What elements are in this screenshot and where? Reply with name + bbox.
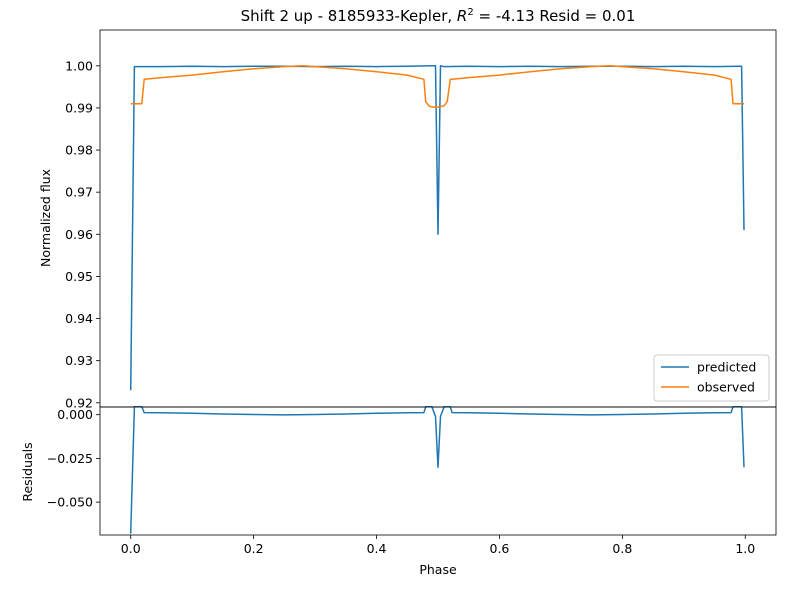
residuals-y-tick-label: −0.025	[47, 451, 93, 466]
chart-title-r: R	[457, 7, 467, 25]
legend-observed-label: observed	[697, 380, 755, 395]
x-tick-label: 0.4	[367, 541, 387, 556]
main-y-tick-label: 0.93	[65, 353, 93, 368]
x-tick-label: 0.2	[244, 541, 264, 556]
chart-title-r-exponent: 2	[467, 7, 473, 18]
main-y-tick-label: 0.97	[65, 185, 93, 200]
main-y-tick-label: 0.92	[65, 395, 93, 410]
residuals-y-tick-label: −0.050	[47, 495, 93, 510]
main-series-observed-line	[130, 65, 744, 108]
main-y-tick-label: 0.99	[65, 100, 93, 115]
x-axis-label: Phase	[419, 562, 457, 577]
main-y-tick-label: 0.96	[65, 227, 93, 242]
main-y-tick-label: 0.94	[65, 311, 93, 326]
x-tick-label: 0.6	[490, 541, 510, 556]
legend: predicted observed	[653, 354, 770, 402]
main-y-tick-label: 0.95	[65, 269, 93, 284]
chart-title-suffix: = -4.13 Resid = 0.01	[474, 7, 636, 25]
main-series-predicted-line	[129, 65, 745, 391]
main-y-tick-label: 0.98	[65, 143, 93, 158]
chart-title: Shift 2 up - 8185933-Kepler, R2 = -4.13 …	[241, 7, 636, 25]
legend-predicted-label: predicted	[697, 360, 756, 375]
residuals-plot: 0.000 −0.025 −0.050 0.0 0.2 0.4 0.6 0.8 1.0	[47, 406, 777, 556]
main-plot: 0.92 0.93 0.94 0.95 0.96 0.97 0.98 0.99 1.00	[65, 29, 777, 410]
residuals-y-axis-label: Residuals	[20, 442, 35, 501]
x-tick-label: 1.0	[735, 541, 755, 556]
chart-title-prefix: Shift 2 up - 8185933-Kepler,	[241, 7, 457, 25]
residuals-series-residual-line	[129, 406, 745, 534]
x-tick-label: 0.0	[121, 541, 141, 556]
residuals-axes-frame	[99, 406, 777, 536]
residuals-y-tick-label: 0.000	[57, 407, 93, 422]
x-tick-label: 0.8	[612, 541, 632, 556]
main-y-axis-label: Normalized flux	[38, 169, 53, 267]
main-y-tick-label: 1.00	[65, 58, 93, 73]
